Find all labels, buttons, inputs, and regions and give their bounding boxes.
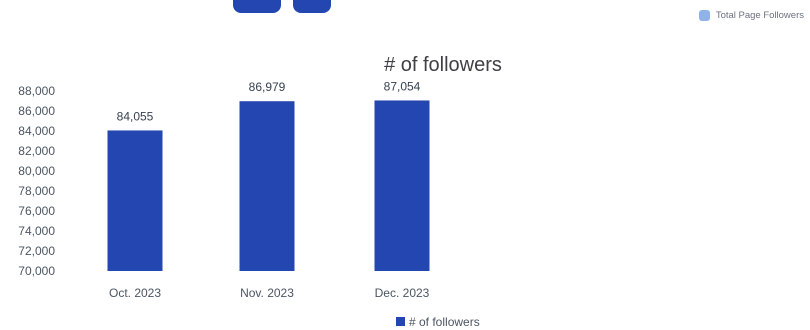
x-axis: Oct. 2023 Nov. 2023 Dec. 2023 xyxy=(109,286,430,300)
bar[interactable] xyxy=(374,100,430,272)
x-tick-label: Oct. 2023 xyxy=(109,286,161,300)
y-tick-label: 80,000 xyxy=(18,164,55,178)
y-tick-label: 70,000 xyxy=(18,264,55,278)
total-page-followers-legend[interactable]: Total Page Followers xyxy=(698,6,804,24)
y-tick-label: 74,000 xyxy=(18,224,55,238)
chart-title: # of followers xyxy=(384,54,502,76)
x-tick-label: Dec. 2023 xyxy=(375,286,430,300)
legend-swatch-icon xyxy=(698,9,710,21)
y-tick-label: 78,000 xyxy=(18,184,55,198)
legend-series-label: # of followers xyxy=(409,315,480,329)
bar[interactable] xyxy=(239,101,295,272)
bars: 84,055 86,979 87,054 xyxy=(107,79,430,272)
top-button-right[interactable] xyxy=(293,0,331,13)
top-button-left[interactable] xyxy=(233,0,281,13)
legend-swatch-icon xyxy=(396,317,405,326)
bar-data-label: 84,055 xyxy=(117,109,154,123)
bar-data-label: 86,979 xyxy=(249,80,286,94)
top-button-fragment xyxy=(233,0,333,14)
legend-label: Total Page Followers xyxy=(715,9,804,21)
bar-data-label: 87,054 xyxy=(384,79,421,93)
x-tick-label: Nov. 2023 xyxy=(240,286,294,300)
chart-legend[interactable]: # of followers xyxy=(396,315,480,329)
y-tick-label: 82,000 xyxy=(18,144,55,158)
y-tick-label: 76,000 xyxy=(18,204,55,218)
bar[interactable] xyxy=(107,130,163,271)
y-tick-label: 88,000 xyxy=(18,84,55,98)
y-axis: 70,000 72,000 74,000 76,000 78,000 80,000 82,0… xyxy=(18,84,55,278)
y-tick-label: 84,000 xyxy=(18,124,55,138)
y-tick-label: 86,000 xyxy=(18,104,55,118)
y-tick-label: 72,000 xyxy=(18,244,55,258)
